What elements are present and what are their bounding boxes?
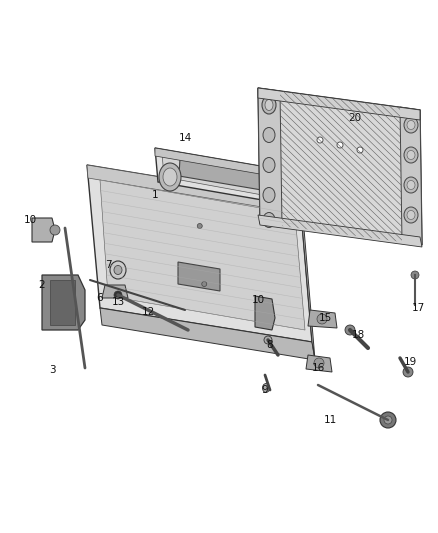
Text: 8: 8 xyxy=(267,340,273,350)
Ellipse shape xyxy=(262,96,276,114)
Ellipse shape xyxy=(159,163,181,191)
Ellipse shape xyxy=(404,207,418,223)
Text: 10: 10 xyxy=(24,215,36,225)
Text: 1: 1 xyxy=(152,190,158,200)
Polygon shape xyxy=(100,308,315,360)
Circle shape xyxy=(197,223,202,229)
Text: 20: 20 xyxy=(349,113,361,123)
Circle shape xyxy=(380,412,396,428)
Text: 6: 6 xyxy=(97,293,103,303)
Text: 17: 17 xyxy=(411,303,424,313)
Ellipse shape xyxy=(114,265,122,274)
Text: 10: 10 xyxy=(251,295,265,305)
Polygon shape xyxy=(42,275,85,330)
Text: 14: 14 xyxy=(178,133,192,143)
Ellipse shape xyxy=(407,120,415,130)
Text: 16: 16 xyxy=(311,363,325,373)
Text: 18: 18 xyxy=(351,330,364,340)
Circle shape xyxy=(411,271,419,279)
Text: 15: 15 xyxy=(318,313,332,323)
Circle shape xyxy=(337,142,343,148)
Polygon shape xyxy=(50,280,75,325)
Polygon shape xyxy=(400,107,422,245)
Ellipse shape xyxy=(407,181,415,190)
Text: 12: 12 xyxy=(141,307,155,317)
Ellipse shape xyxy=(315,188,325,198)
Polygon shape xyxy=(258,215,422,247)
Polygon shape xyxy=(178,262,220,291)
Text: 2: 2 xyxy=(39,280,45,290)
Ellipse shape xyxy=(263,127,275,142)
Ellipse shape xyxy=(263,188,275,203)
Ellipse shape xyxy=(404,117,418,133)
Text: 9: 9 xyxy=(261,385,268,395)
Polygon shape xyxy=(102,285,128,298)
Ellipse shape xyxy=(263,157,275,173)
Ellipse shape xyxy=(404,147,418,163)
Polygon shape xyxy=(258,88,422,245)
Polygon shape xyxy=(162,153,328,207)
Ellipse shape xyxy=(163,168,177,186)
Ellipse shape xyxy=(407,211,415,220)
Circle shape xyxy=(317,314,327,324)
Circle shape xyxy=(384,416,392,424)
Polygon shape xyxy=(100,180,305,330)
Polygon shape xyxy=(179,158,310,198)
Circle shape xyxy=(314,358,324,368)
Polygon shape xyxy=(258,88,420,120)
Polygon shape xyxy=(300,200,315,360)
Ellipse shape xyxy=(110,261,126,279)
Polygon shape xyxy=(255,296,275,330)
Circle shape xyxy=(114,291,122,299)
Polygon shape xyxy=(306,355,332,372)
Ellipse shape xyxy=(315,198,325,208)
Circle shape xyxy=(345,325,355,335)
Polygon shape xyxy=(308,310,337,328)
Text: 11: 11 xyxy=(323,415,337,425)
Polygon shape xyxy=(155,148,332,212)
Ellipse shape xyxy=(265,100,273,110)
Circle shape xyxy=(317,137,323,143)
Text: 3: 3 xyxy=(49,365,55,375)
Text: 13: 13 xyxy=(111,297,125,307)
Ellipse shape xyxy=(262,384,269,392)
Circle shape xyxy=(403,367,413,377)
Ellipse shape xyxy=(263,213,275,228)
Ellipse shape xyxy=(407,150,415,159)
Polygon shape xyxy=(87,165,312,342)
Circle shape xyxy=(202,281,207,287)
Polygon shape xyxy=(32,218,55,242)
Ellipse shape xyxy=(404,177,418,193)
Polygon shape xyxy=(155,148,330,186)
Circle shape xyxy=(50,225,60,235)
Circle shape xyxy=(357,147,363,153)
Polygon shape xyxy=(87,165,300,213)
Polygon shape xyxy=(258,88,282,226)
Circle shape xyxy=(264,336,272,344)
Text: 7: 7 xyxy=(105,260,111,270)
Text: 19: 19 xyxy=(403,357,417,367)
